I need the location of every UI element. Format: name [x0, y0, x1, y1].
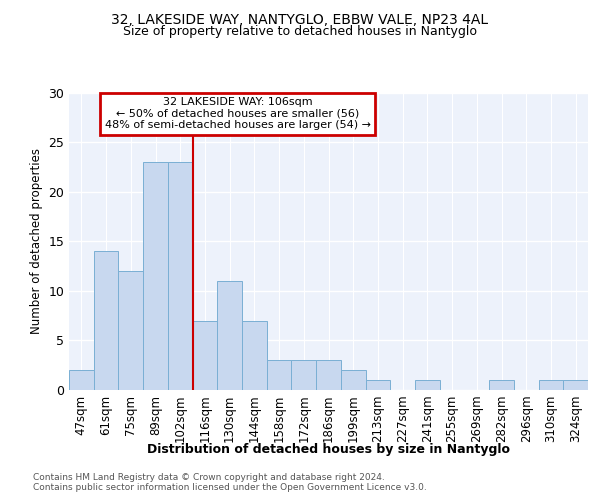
- Bar: [193, 320, 217, 390]
- Bar: [267, 360, 292, 390]
- Bar: [365, 380, 390, 390]
- Bar: [217, 281, 242, 390]
- Bar: [563, 380, 588, 390]
- Text: Contains HM Land Registry data © Crown copyright and database right 2024.: Contains HM Land Registry data © Crown c…: [33, 472, 385, 482]
- Text: 32 LAKESIDE WAY: 106sqm
← 50% of detached houses are smaller (56)
48% of semi-de: 32 LAKESIDE WAY: 106sqm ← 50% of detache…: [104, 97, 371, 130]
- Bar: [168, 162, 193, 390]
- Bar: [242, 320, 267, 390]
- Bar: [489, 380, 514, 390]
- Text: 32, LAKESIDE WAY, NANTYGLO, EBBW VALE, NP23 4AL: 32, LAKESIDE WAY, NANTYGLO, EBBW VALE, N…: [112, 12, 488, 26]
- Text: Contains public sector information licensed under the Open Government Licence v3: Contains public sector information licen…: [33, 484, 427, 492]
- Bar: [539, 380, 563, 390]
- Bar: [69, 370, 94, 390]
- Bar: [415, 380, 440, 390]
- Text: Distribution of detached houses by size in Nantyglo: Distribution of detached houses by size …: [148, 442, 510, 456]
- Bar: [341, 370, 365, 390]
- Text: Size of property relative to detached houses in Nantyglo: Size of property relative to detached ho…: [123, 25, 477, 38]
- Bar: [94, 251, 118, 390]
- Bar: [143, 162, 168, 390]
- Bar: [292, 360, 316, 390]
- Bar: [118, 271, 143, 390]
- Y-axis label: Number of detached properties: Number of detached properties: [30, 148, 43, 334]
- Bar: [316, 360, 341, 390]
